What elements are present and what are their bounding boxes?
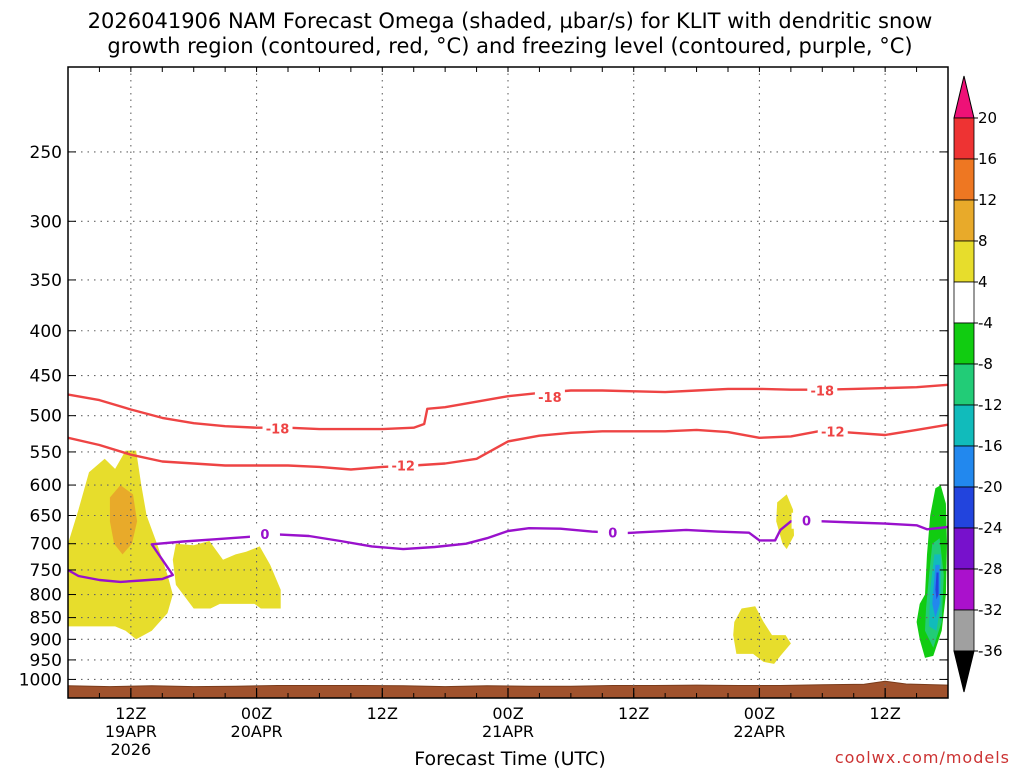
colorbar-bin: [953, 158, 975, 201]
y-tick-label: 550: [30, 443, 62, 463]
colorbar-bin: [953, 445, 975, 488]
contour-label-bg: [817, 423, 848, 440]
colorbar-bin: [953, 404, 975, 447]
colorbar-label: 12: [978, 191, 997, 209]
colorbar-bin: [953, 199, 975, 242]
contour-label-bg: [388, 457, 419, 474]
contour-label: 0: [260, 528, 269, 543]
contour-label-bg: [262, 420, 293, 437]
contour-line: [68, 520, 948, 584]
y-tick-label: 400: [30, 322, 62, 342]
y-tick-label: 250: [30, 143, 62, 163]
y-tick-label: 900: [30, 630, 62, 650]
omega-shaded-area: [935, 572, 939, 600]
y-tick-label: 850: [30, 609, 62, 629]
colorbar-bin: [953, 240, 975, 283]
contour-label: -12: [391, 460, 415, 475]
colorbar-label: 8: [978, 232, 988, 250]
colorbar-bin: [953, 609, 975, 652]
x-tick-label: 2026: [110, 740, 151, 759]
plot-clipped-group: -18 -18 -18 -12 -12 0 0 0: [68, 67, 948, 698]
colorbar-label: 20: [978, 109, 997, 127]
x-tick-label: 21APR: [482, 722, 534, 741]
y-tick-label: 300: [30, 212, 62, 232]
x-tick-label: 00Z: [241, 704, 272, 723]
colorbar: 20 16 12 8 4 -4 -8 -12 -16 -20 -24 -28 -32 -36: [953, 75, 1003, 693]
colorbar-bin: [953, 322, 975, 365]
contour-label-bg: [249, 525, 280, 542]
contour-label: 0: [608, 527, 617, 542]
y-tick-label: 800: [30, 586, 62, 606]
colorbar-bin: [953, 281, 975, 324]
contour-label: -12: [821, 425, 845, 440]
y-tick-label: 950: [30, 651, 62, 671]
x-tick-label: 22APR: [733, 722, 785, 741]
colorbar-label: -20: [978, 478, 1003, 496]
colorbar-bin: [953, 568, 975, 611]
contour-line: [68, 423, 948, 471]
colorbar-label: -28: [978, 560, 1003, 578]
colorbar-label: -12: [978, 396, 1003, 414]
colorbar-top-arrow: [953, 75, 975, 119]
colorbar-bin: [953, 486, 975, 529]
colorbar-label: -16: [978, 437, 1003, 455]
contour-label-bg: [807, 382, 838, 399]
colorbar-label: -8: [978, 355, 993, 373]
omega-shaded-area: [733, 606, 791, 664]
x-tick-label: 00Z: [744, 704, 775, 723]
plot-area: -18 -18 -18 -12 -12 0 0 0 250 300 350 400 450 500 550 6…: [19, 66, 949, 759]
colorbar-label: -32: [978, 601, 1003, 619]
contour-label: -18: [811, 385, 835, 400]
contour-label-bg: [534, 388, 565, 405]
contour-label-bg: [791, 512, 822, 529]
x-tick-label: 20APR: [231, 722, 283, 741]
colorbar-bin: [953, 527, 975, 570]
contour-label: 0: [802, 515, 811, 530]
y-tick-label: 750: [30, 561, 62, 581]
x-tick-label: 12Z: [869, 704, 900, 723]
x-tick-label: 12Z: [618, 704, 649, 723]
colorbar-bin: [953, 117, 975, 160]
x-tick-label: 00Z: [492, 704, 523, 723]
y-tick-label: 1000: [19, 670, 62, 690]
y-tick-label: 350: [30, 271, 62, 291]
colorbar-bottom-arrow: [953, 650, 975, 693]
colorbar-label: -24: [978, 519, 1003, 537]
credit-text: coolwx.com/models: [835, 748, 1010, 767]
y-tick-label: 450: [30, 367, 62, 387]
contour-label-bg: [597, 524, 628, 541]
y-tick-label: 650: [30, 507, 62, 527]
omega-shaded-area: [172, 541, 281, 609]
x-tick-label: 19APR: [105, 722, 157, 741]
contour-label: -18: [538, 391, 562, 406]
colorbar-label: 4: [978, 273, 988, 291]
contour-line: [68, 383, 948, 431]
omega-shaded-area: [776, 494, 794, 550]
colorbar-label: -4: [978, 314, 993, 332]
colorbar-label: 16: [978, 150, 997, 168]
y-tick-label: 700: [30, 535, 62, 555]
x-axis-title: Forecast Time (UTC): [414, 748, 605, 768]
x-tick-label: 12Z: [115, 704, 146, 723]
contour-label: -18: [266, 422, 290, 437]
omega-shaded-area: [109, 485, 138, 555]
chart-title-line-2: growth region (contoured, red, °C) and f…: [107, 34, 912, 58]
colorbar-bin: [953, 363, 975, 406]
y-tick-label: 500: [30, 407, 62, 427]
y-tick-label: 600: [30, 476, 62, 496]
chart-title-line-1: 2026041906 NAM Forecast Omega (shaded, µ…: [88, 9, 933, 33]
x-tick-label: 12Z: [367, 704, 398, 723]
colorbar-label: -36: [978, 642, 1003, 660]
